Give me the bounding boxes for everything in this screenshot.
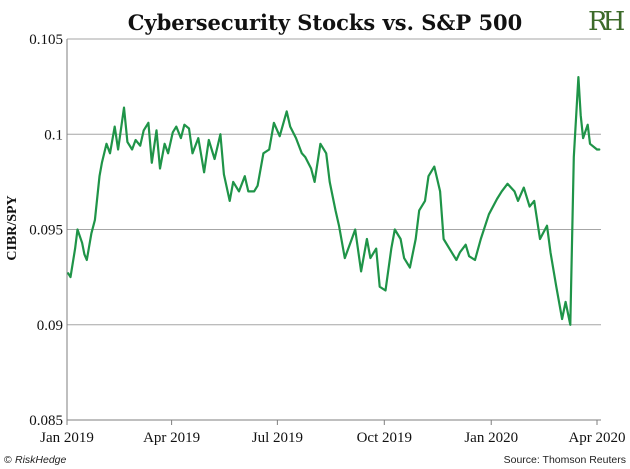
series-line bbox=[67, 75, 601, 326]
y-tick-label: 0.09 bbox=[37, 318, 63, 334]
copyright-symbol: © bbox=[4, 454, 12, 466]
riskhedge-logo: RH bbox=[588, 7, 625, 37]
x-tick-labels: Jan 2019 Apr 2019 Jul 2019 Oct 2019 Jan 2020… bbox=[40, 420, 626, 446]
y-tick-label: 0.085 bbox=[29, 413, 63, 429]
y-tick-label: 0.095 bbox=[29, 223, 63, 239]
y-tick-label: 0.105 bbox=[29, 32, 63, 48]
axes bbox=[66, 38, 601, 421]
chart-title: Cybersecurity Stocks vs. S&P 500 bbox=[128, 10, 523, 35]
x-tick-label: Apr 2020 bbox=[568, 430, 625, 446]
x-tick-label: Jan 2019 bbox=[40, 430, 94, 446]
series bbox=[67, 75, 601, 326]
x-tick-label: Jan 2020 bbox=[464, 430, 518, 446]
y-tick-labels: 0.105 0.1 0.095 0.09 0.085 bbox=[29, 32, 63, 429]
x-tick-label: Jul 2019 bbox=[252, 430, 303, 446]
x-tick-label: Oct 2019 bbox=[357, 430, 412, 446]
x-tick-label: Apr 2019 bbox=[143, 430, 200, 446]
brand-footer: RiskHedge bbox=[15, 454, 67, 466]
gridlines bbox=[67, 133, 601, 326]
y-axis-label: CIBR/SPY bbox=[5, 195, 20, 260]
y-tick-label: 0.1 bbox=[44, 127, 63, 143]
source-footer: Source: Thomson Reuters bbox=[504, 454, 626, 466]
